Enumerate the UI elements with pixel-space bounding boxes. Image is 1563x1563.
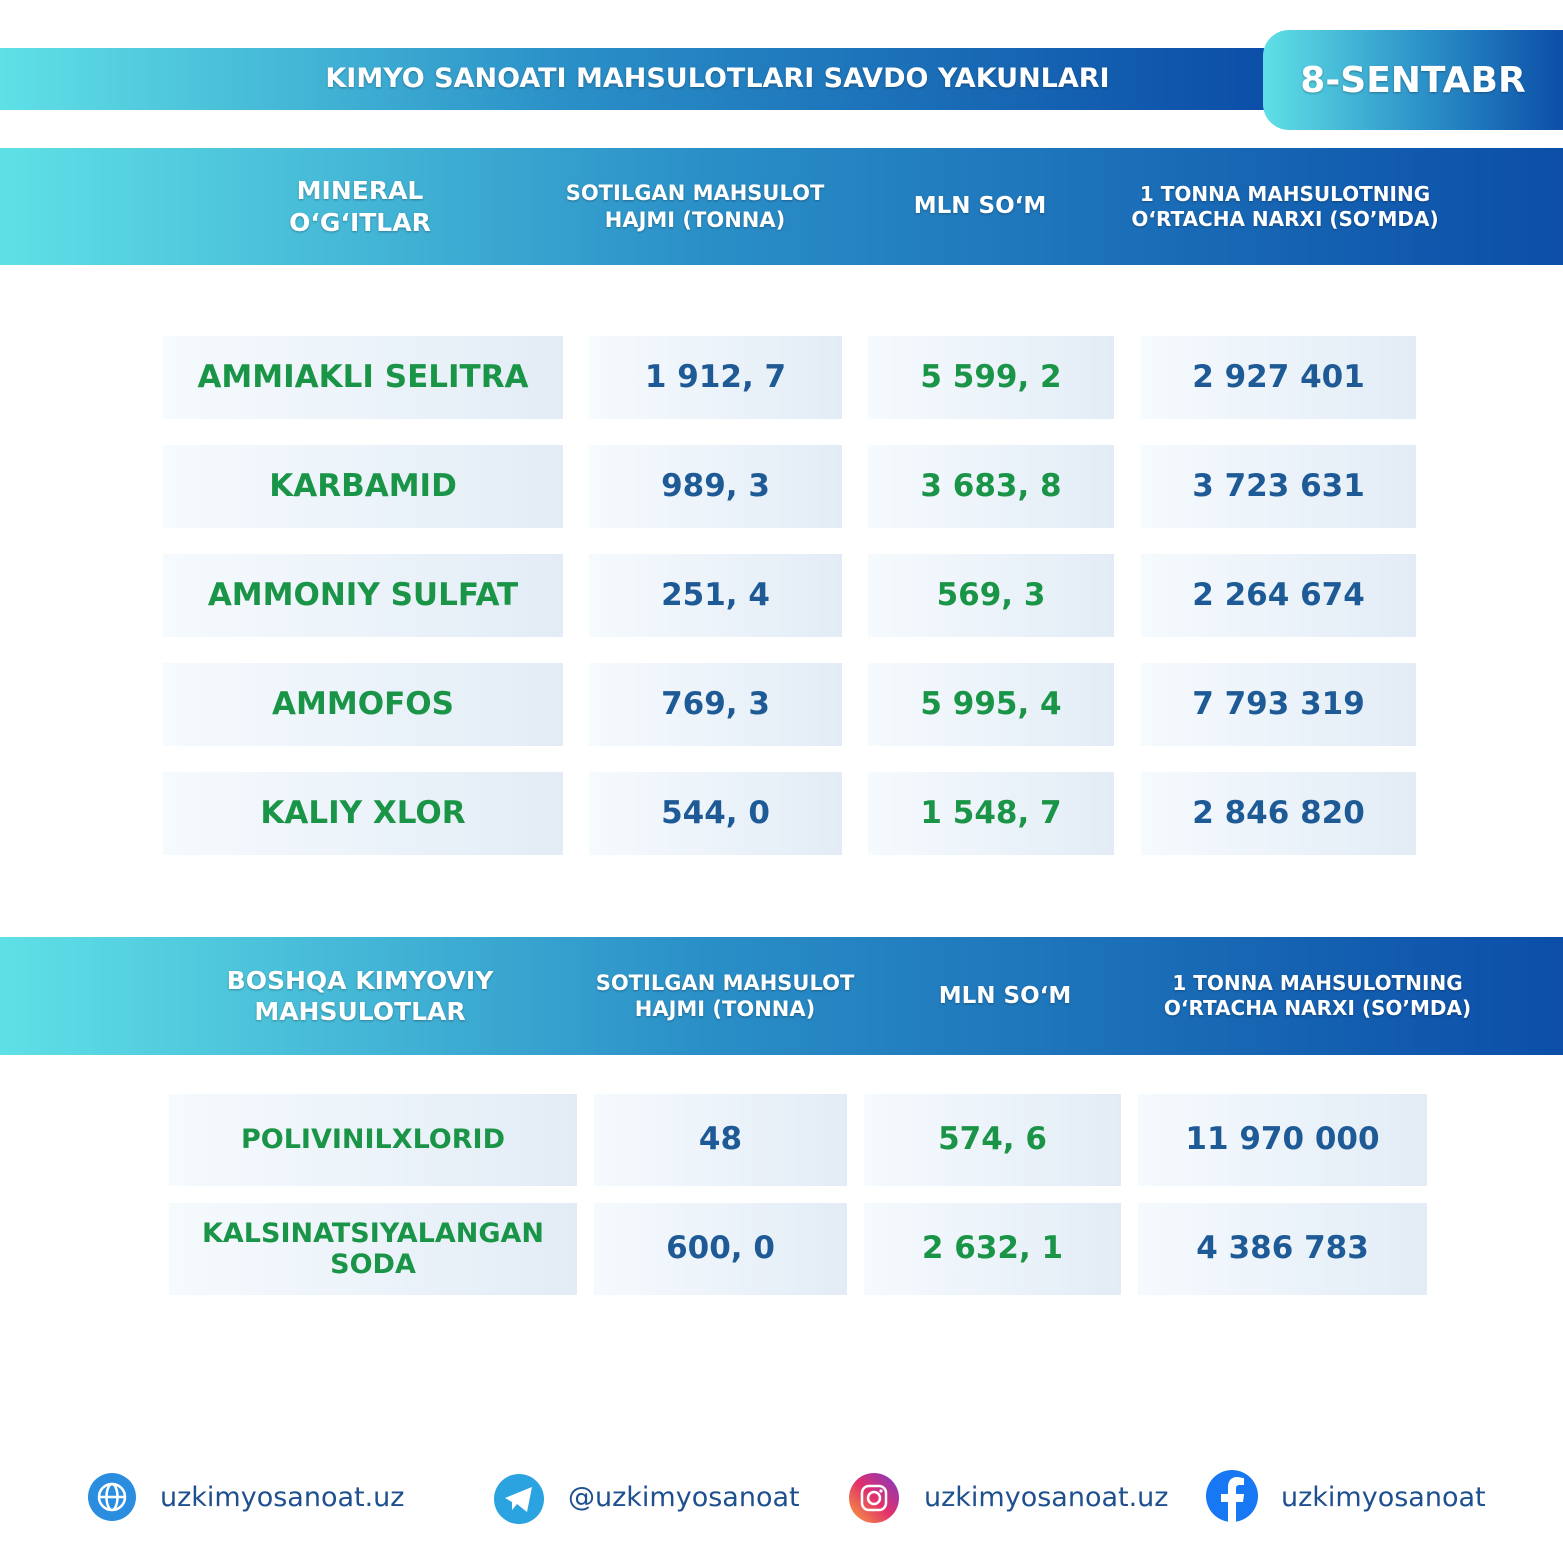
- web-icon: [88, 1473, 136, 1521]
- table-cell-text: 574, 6: [938, 1121, 1047, 1158]
- date-box: 8-SENTABR: [1263, 30, 1563, 130]
- column-header-text: MLN SO‘M: [913, 193, 1047, 220]
- facebook[interactable]: uzkimyosanoat: [1281, 1482, 1486, 1513]
- table-cell: 1 912, 7: [589, 336, 842, 419]
- column-header-text: SOTILGAN MAHSULOT HAJMI (TONNA): [565, 181, 825, 232]
- table-cell: 769, 3: [589, 663, 842, 746]
- column-header-text: MINERAL O‘G‘ITLAR: [289, 176, 431, 237]
- column-header-text: 1 TONNA MAHSULOTNING O‘RTACHA NARXI (SO’…: [1131, 181, 1439, 231]
- title-banner: KIMYO SANOATI MAHSULOTLARI SAVDO YAKUNLA…: [0, 48, 1265, 110]
- table-cell: 989, 3: [589, 445, 842, 528]
- table-cell: 4 386 783: [1138, 1203, 1427, 1295]
- table-cell: 569, 3: [868, 554, 1114, 637]
- table-cell: 7 793 319: [1141, 663, 1416, 746]
- column-header: MLN SO‘M: [905, 937, 1105, 1055]
- table-cell-text: 2 264 674: [1192, 576, 1365, 613]
- table-cell: 2 927 401: [1141, 336, 1416, 419]
- table-cell-text: 2 846 820: [1192, 794, 1365, 831]
- table-cell: AMMOFOS: [163, 663, 563, 746]
- section-header: [0, 937, 1563, 1055]
- table-cell: 600, 0: [594, 1203, 847, 1295]
- table-cell: AMMONIY SULFAT: [163, 554, 563, 637]
- table-cell-text: KARBAMID: [269, 467, 457, 504]
- table-cell-text: 1 548, 7: [920, 794, 1062, 831]
- website[interactable]: uzkimyosanoat.uz: [160, 1482, 405, 1513]
- table-cell-text: 2 927 401: [1192, 358, 1365, 395]
- table-cell-text: 11 970 000: [1185, 1121, 1380, 1158]
- column-header-text: SOTILGAN MAHSULOT HAJMI (TONNA): [595, 970, 855, 1021]
- table-cell-text: KALIY XLOR: [260, 794, 466, 831]
- column-header-text: 1 TONNA MAHSULOTNING O‘RTACHA NARXI (SO’…: [1163, 971, 1472, 1020]
- table-cell-text: 569, 3: [936, 576, 1046, 613]
- table-cell: 5 995, 4: [868, 663, 1114, 746]
- table-cell: POLIVINILXLORID: [169, 1094, 577, 1186]
- column-header: MLN SO‘M: [880, 148, 1080, 265]
- table-cell-text: 2 632, 1: [921, 1230, 1064, 1267]
- table-cell: KARBAMID: [163, 445, 563, 528]
- column-header: BOSHQA KIMYOVIY MAHSULOTLAR: [195, 937, 525, 1055]
- table-cell-text: AMMIAKLI SELITRA: [197, 358, 529, 395]
- table-cell-text: 4 386 783: [1196, 1230, 1369, 1267]
- telegram-icon: [494, 1474, 544, 1524]
- table-cell-text: 7 793 319: [1192, 685, 1365, 722]
- table-cell: 3 723 631: [1141, 445, 1416, 528]
- table-cell-text: 544, 0: [661, 794, 770, 831]
- table-cell-text: 5 599, 2: [920, 358, 1062, 395]
- table-cell: 48: [594, 1094, 847, 1186]
- table-cell: 11 970 000: [1138, 1094, 1427, 1186]
- table-cell-text: POLIVINILXLORID: [240, 1124, 506, 1156]
- table-cell: 2 632, 1: [864, 1203, 1121, 1295]
- table-cell-text: 769, 3: [661, 685, 770, 722]
- telegram[interactable]: @uzkimyosanoat: [568, 1482, 800, 1513]
- table-cell-text: 1 912, 7: [644, 358, 787, 395]
- table-cell: 2 264 674: [1141, 554, 1416, 637]
- column-header: 1 TONNA MAHSULOTNING O‘RTACHA NARXI (SO’…: [1150, 937, 1485, 1055]
- table-cell: 1 548, 7: [868, 772, 1114, 855]
- column-header-text: BOSHQA KIMYOVIY MAHSULOTLAR: [226, 965, 494, 1026]
- column-header: SOTILGAN MAHSULOT HAJMI (TONNA): [560, 148, 830, 265]
- table-cell: KALIY XLOR: [163, 772, 563, 855]
- date: 8-SENTABR: [1300, 59, 1526, 101]
- column-header: SOTILGAN MAHSULOT HAJMI (TONNA): [590, 937, 860, 1055]
- instagram-icon: [849, 1473, 899, 1523]
- table-cell-text: 5 995, 4: [920, 685, 1062, 722]
- table-cell-text: 48: [698, 1121, 743, 1158]
- table-cell-text: 3 683, 8: [920, 467, 1062, 504]
- table-cell-text: 251, 4: [661, 576, 770, 613]
- table-cell: 3 683, 8: [868, 445, 1114, 528]
- instagram[interactable]: uzkimyosanoat.uz: [924, 1482, 1169, 1513]
- title: KIMYO SANOATI MAHSULOTLARI SAVDO YAKUNLA…: [325, 63, 1110, 95]
- table-cell-text: 3 723 631: [1192, 467, 1365, 504]
- facebook-icon: [1206, 1470, 1258, 1522]
- table-cell: 5 599, 2: [868, 336, 1114, 419]
- column-header-text: MLN SO‘M: [938, 982, 1072, 1009]
- table-cell-text: KALSINATSIYALANGAN SODA: [201, 1217, 545, 1280]
- section-header: [0, 148, 1563, 265]
- column-header: MINERAL O‘G‘ITLAR: [255, 148, 465, 265]
- table-cell-text: 989, 3: [661, 467, 770, 504]
- table-cell: AMMIAKLI SELITRA: [163, 336, 563, 419]
- table-cell: 574, 6: [864, 1094, 1121, 1186]
- table-cell-text: 600, 0: [666, 1230, 775, 1267]
- table-cell-text: AMMOFOS: [272, 685, 454, 722]
- column-header: 1 TONNA MAHSULOTNING O‘RTACHA NARXI (SO’…: [1100, 148, 1470, 265]
- table-cell: KALSINATSIYALANGAN SODA: [169, 1203, 577, 1295]
- table-cell-text: AMMONIY SULFAT: [207, 576, 519, 613]
- table-cell: 544, 0: [589, 772, 842, 855]
- table-cell: 2 846 820: [1141, 772, 1416, 855]
- table-cell: 251, 4: [589, 554, 842, 637]
